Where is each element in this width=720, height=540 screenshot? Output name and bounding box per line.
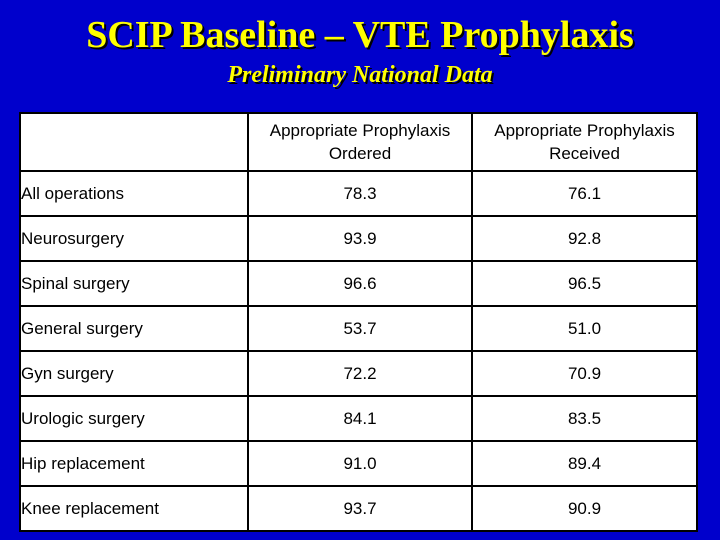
row-label: Knee replacement [19, 485, 249, 532]
header-ordered: Appropriate Prophylaxis Ordered [247, 112, 473, 172]
slide-title: SCIP Baseline – VTE Prophylaxis [86, 14, 634, 56]
header-empty-cell [19, 112, 249, 172]
row-label: Urologic surgery [19, 395, 249, 442]
ordered-value: 53.7 [247, 305, 473, 352]
ordered-value: 84.1 [247, 395, 473, 442]
ordered-value: 72.2 [247, 350, 473, 397]
ordered-value: 93.7 [247, 485, 473, 532]
ordered-value: 96.6 [247, 260, 473, 307]
row-label: Neurosurgery [19, 215, 249, 262]
table-row: Hip replacement 91.0 89.4 [19, 440, 698, 487]
table-row: All operations 78.3 76.1 [19, 170, 698, 217]
received-value: 92.8 [471, 215, 698, 262]
received-value: 76.1 [471, 170, 698, 217]
header-received: Appropriate Prophylaxis Received [471, 112, 698, 172]
row-label: All operations [19, 170, 249, 217]
row-label: Gyn surgery [19, 350, 249, 397]
ordered-value: 91.0 [247, 440, 473, 487]
slide-subtitle: Preliminary National Data [227, 62, 493, 88]
ordered-value: 78.3 [247, 170, 473, 217]
table-row: Urologic surgery 84.1 83.5 [19, 395, 698, 442]
row-label: Spinal surgery [19, 260, 249, 307]
received-value: 70.9 [471, 350, 698, 397]
table-row: Spinal surgery 96.6 96.5 [19, 260, 698, 307]
table-row: Gyn surgery 72.2 70.9 [19, 350, 698, 397]
table-header-row: Appropriate Prophylaxis Ordered Appropri… [19, 112, 698, 172]
received-value: 90.9 [471, 485, 698, 532]
ordered-value: 93.9 [247, 215, 473, 262]
received-value: 89.4 [471, 440, 698, 487]
received-value: 96.5 [471, 260, 698, 307]
row-label: General surgery [19, 305, 249, 352]
prophylaxis-table: Appropriate Prophylaxis Ordered Appropri… [19, 112, 698, 532]
row-label: Hip replacement [19, 440, 249, 487]
received-value: 83.5 [471, 395, 698, 442]
table-row: Neurosurgery 93.9 92.8 [19, 215, 698, 262]
received-value: 51.0 [471, 305, 698, 352]
table-row: Knee replacement 93.7 90.9 [19, 485, 698, 532]
table-row: General surgery 53.7 51.0 [19, 305, 698, 352]
